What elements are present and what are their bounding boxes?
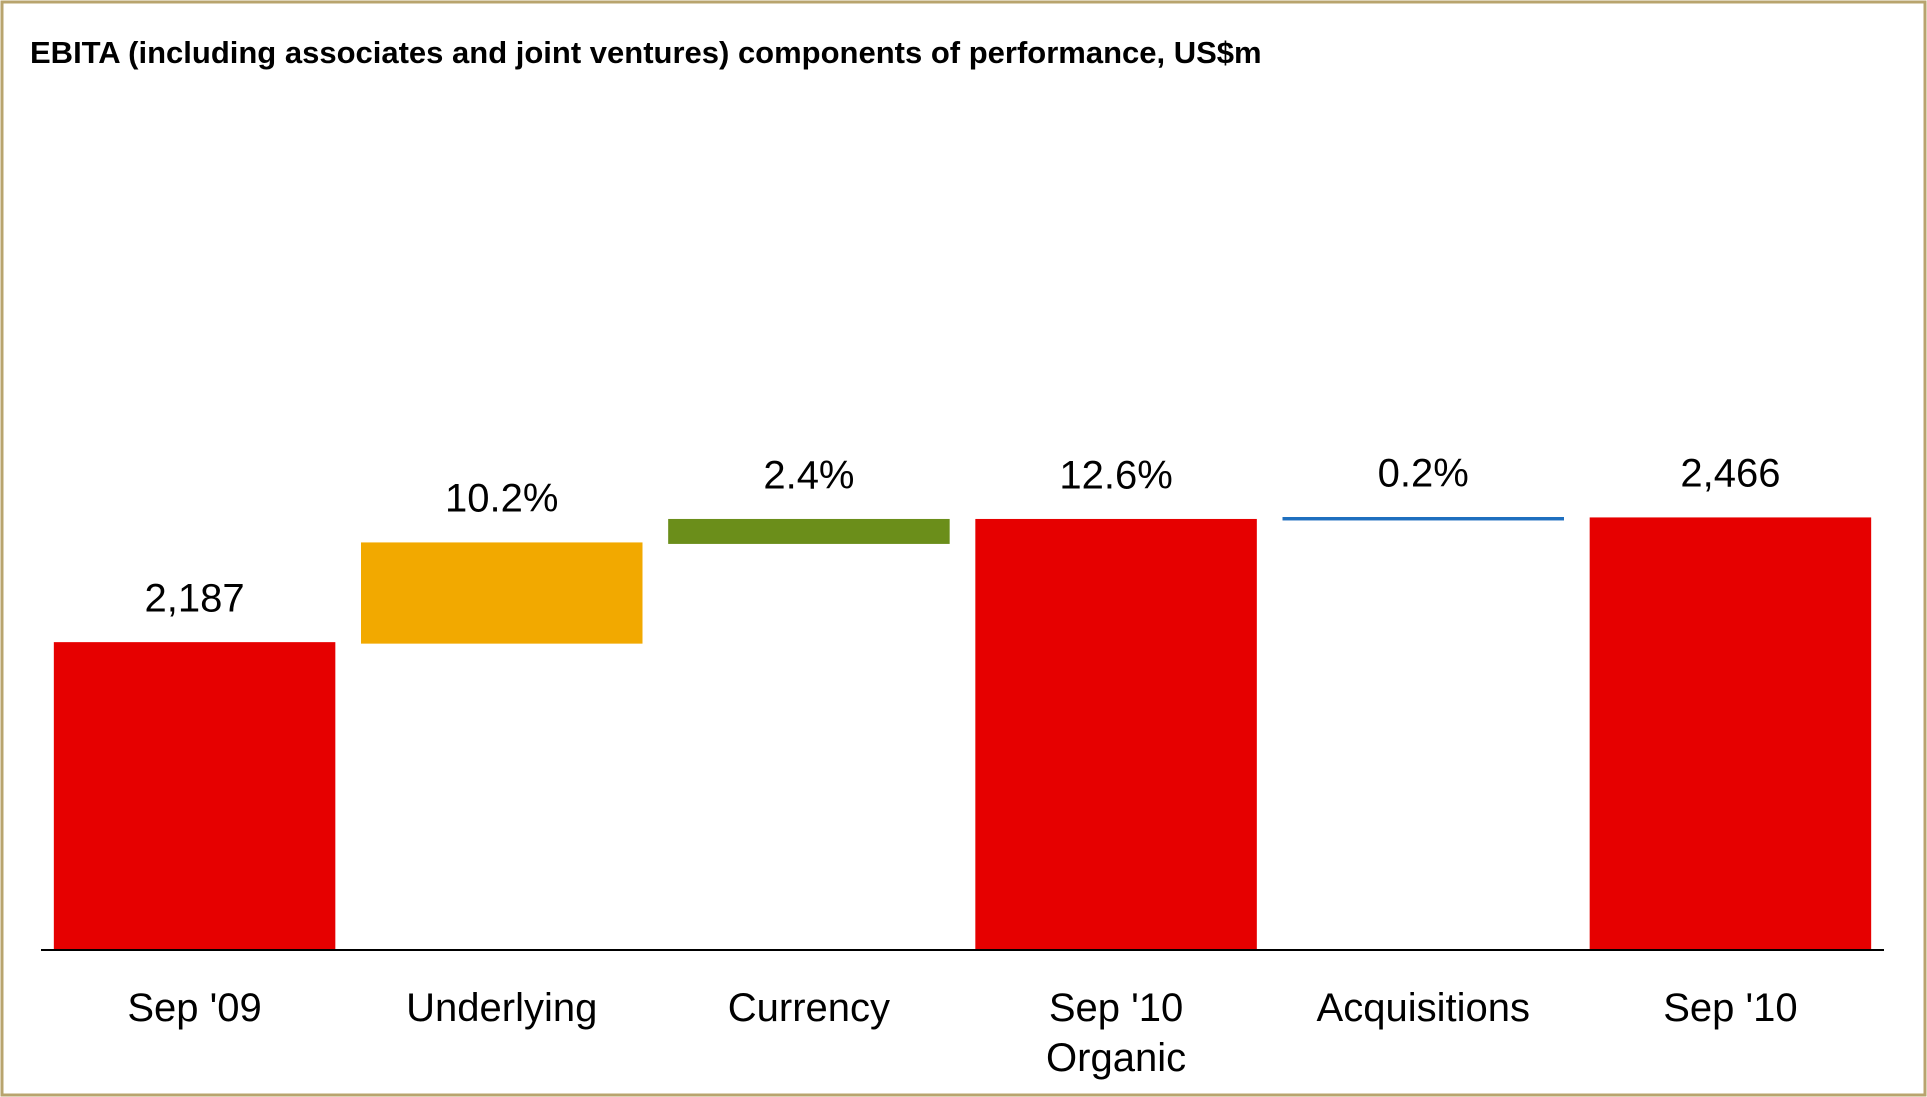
x-tick-label: Sep '10 Organic: [1046, 986, 1187, 1080]
chart-title: EBITA (including associates and joint ve…: [30, 35, 1262, 70]
bar: [53, 642, 336, 951]
value-label: 10.2%: [445, 477, 558, 521]
bar: [668, 518, 950, 544]
bar: [975, 518, 1257, 951]
bar: [1282, 517, 1564, 521]
x-tick-label: Currency: [727, 986, 891, 1030]
value-label: 0.2%: [1378, 451, 1469, 495]
x-tick-label: Sep '09: [127, 986, 262, 1030]
bar: [1589, 517, 1872, 951]
value-label: 2,466: [1680, 452, 1780, 496]
x-tick-label: Underlying: [406, 986, 598, 1030]
value-label: 2.4%: [763, 453, 854, 497]
x-tick-label: Acquisitions: [1316, 986, 1530, 1030]
value-label: 12.6%: [1059, 453, 1172, 497]
x-tick-label: Sep '10: [1663, 986, 1798, 1030]
value-label: 2,187: [145, 576, 245, 620]
bar: [361, 542, 643, 644]
